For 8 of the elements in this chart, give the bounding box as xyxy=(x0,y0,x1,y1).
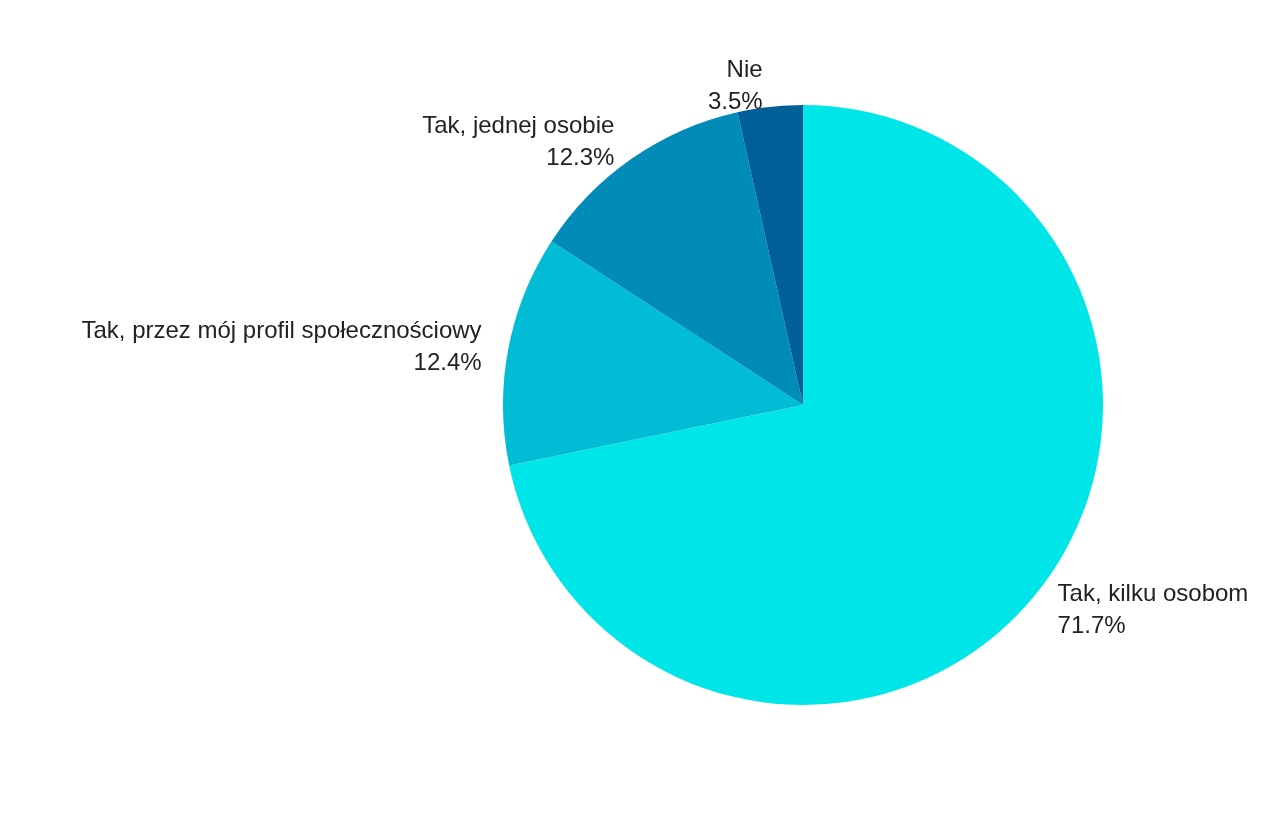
slice-label: Nie xyxy=(726,55,763,83)
data-label: 12.4% xyxy=(413,347,482,375)
data-label: 12.3% xyxy=(546,143,615,171)
slice-label: Tak, przez mój profil społecznościowy xyxy=(81,315,482,343)
data-label: 3.5% xyxy=(707,87,763,115)
data-label: 71.7% xyxy=(1057,610,1126,638)
slice-label: Tak, jednej osobie xyxy=(422,111,615,139)
slice-label: Tak, kilku osobom xyxy=(1057,578,1249,606)
